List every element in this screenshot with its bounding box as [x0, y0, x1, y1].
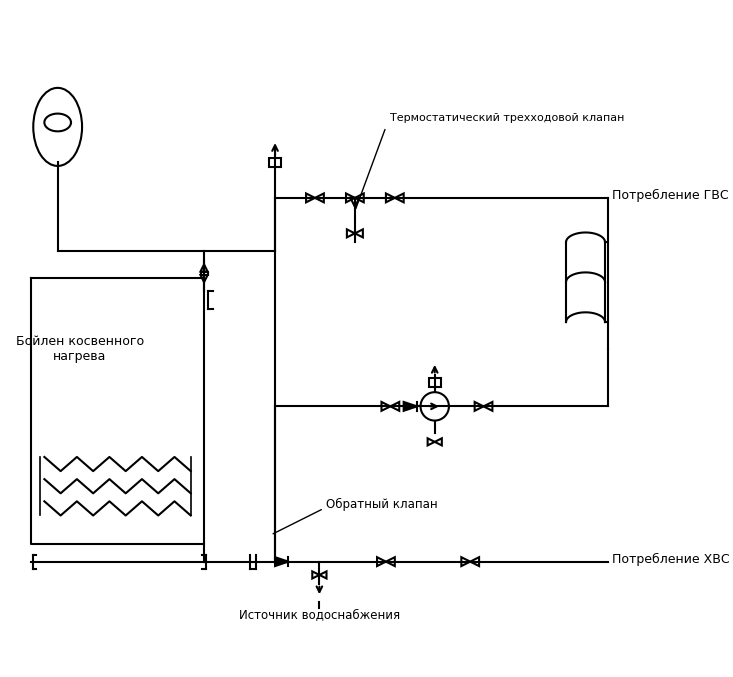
- Text: Бойлен косвенного
нагрева: Бойлен косвенного нагрева: [16, 334, 144, 363]
- Text: Обратный клапан: Обратный клапан: [326, 498, 438, 510]
- Text: Источник водоснабжения: Источник водоснабжения: [239, 609, 400, 621]
- Text: Потребление ГВС: Потребление ГВС: [612, 189, 729, 202]
- Text: Термостатический трехходовой клапан: Термостатический трехходовой клапан: [391, 113, 625, 123]
- Text: Потребление ХВС: Потребление ХВС: [612, 552, 730, 565]
- Polygon shape: [404, 402, 417, 411]
- Polygon shape: [275, 557, 288, 566]
